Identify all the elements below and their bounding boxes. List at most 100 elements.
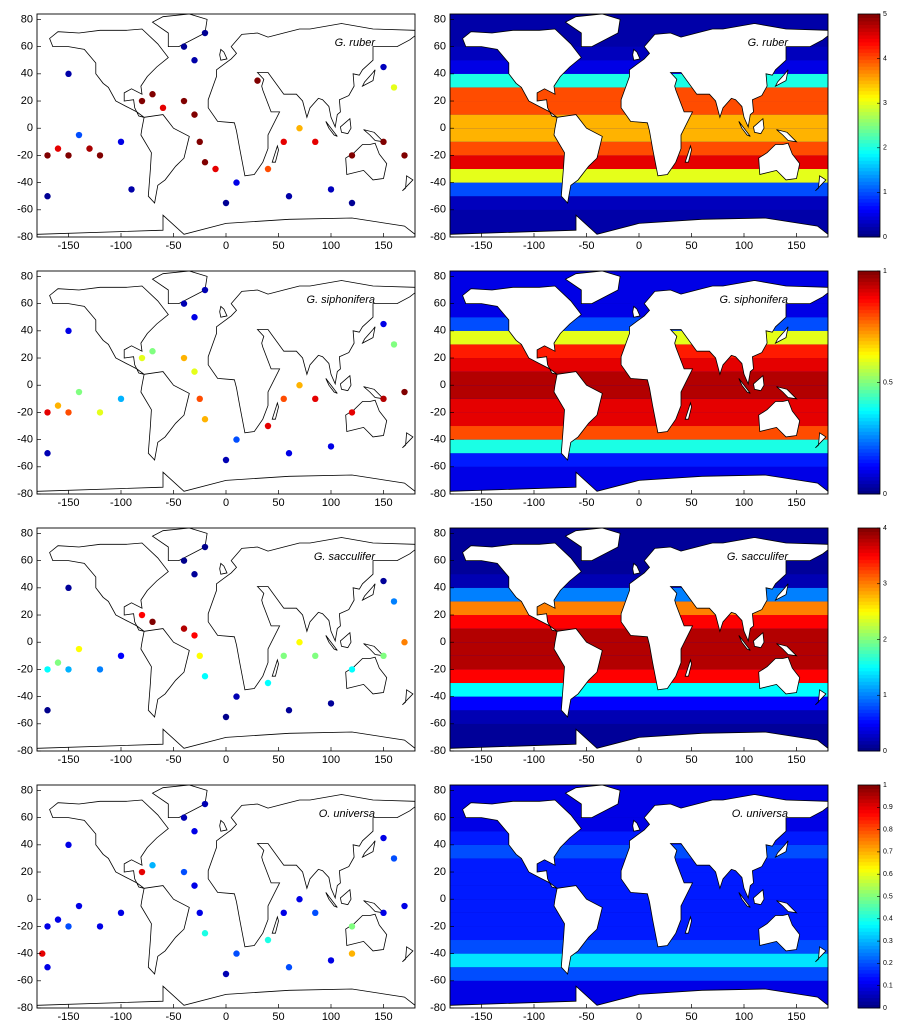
sample-point (191, 882, 198, 889)
y-tick-label: -80 (17, 745, 33, 757)
sample-point (180, 354, 188, 362)
colorbar-step (858, 625, 880, 630)
colorbar-step (858, 562, 880, 567)
colorbar-step (858, 205, 880, 210)
sample-point (117, 652, 125, 660)
x-tick-label: 50 (272, 497, 284, 509)
x-tick-label: -150 (470, 240, 492, 252)
field-band (450, 926, 828, 941)
colorbar-step (858, 702, 880, 707)
colorbar-step (858, 712, 880, 717)
colorbar-step (858, 118, 880, 123)
field-band (450, 967, 828, 981)
x-tick-label: 0 (223, 754, 229, 766)
colorbar-step (858, 569, 880, 574)
colorbar: 0 1 2 3 4 (857, 525, 887, 755)
colorbar-step (858, 323, 880, 328)
colorbar-step (858, 691, 880, 696)
sample-point (149, 618, 156, 626)
colorbar-step (858, 948, 880, 953)
x-tick-label: 100 (735, 497, 753, 509)
colorbar-step (858, 97, 880, 102)
sample-point (312, 909, 319, 917)
colorbar-step (858, 566, 880, 571)
colorbar-step (858, 219, 880, 224)
sample-point (327, 700, 335, 707)
colorbar-step (858, 233, 880, 238)
y-tick-label: -20 (430, 663, 446, 675)
colorbar-step (858, 191, 880, 196)
sample-point (327, 186, 335, 193)
field-band (450, 710, 828, 724)
sample-point (191, 632, 198, 639)
colorbar-step (858, 917, 880, 922)
x-tick-label: 0 (636, 1011, 642, 1023)
sample-point (44, 409, 51, 416)
colorbar-tick-label: 4 (883, 55, 887, 62)
colorbar-step (858, 490, 880, 495)
x-tick-label: -50 (579, 497, 595, 509)
y-tick-label: 40 (21, 582, 33, 594)
sample-point (117, 138, 125, 146)
field-band (450, 385, 828, 399)
colorbar-step (858, 594, 880, 599)
colorbar-step (858, 670, 880, 675)
colorbar-step (858, 62, 880, 67)
sample-point (128, 186, 135, 193)
species-label: G. sacculifer (314, 551, 376, 563)
sample-point (390, 855, 398, 862)
colorbar-tick-label: 4 (883, 525, 887, 532)
colorbar-step (858, 858, 880, 863)
colorbar-step (858, 629, 880, 634)
y-tick-label: 80 (21, 527, 33, 539)
colorbar-step (858, 142, 880, 147)
x-tick-label: 150 (374, 497, 392, 509)
y-tick-label: 60 (21, 41, 33, 53)
y-tick-label: 80 (434, 527, 446, 539)
colorbar-step (858, 740, 880, 745)
colorbar-step (858, 291, 880, 296)
colorbar-step (858, 167, 880, 172)
colorbar-step (858, 889, 880, 894)
colorbar-tick-label: 1 (883, 189, 887, 196)
field-band (450, 439, 828, 454)
sample-point (96, 666, 104, 673)
colorbar-step (858, 924, 880, 929)
colorbar-step (858, 576, 880, 581)
y-tick-label: -80 (430, 745, 446, 757)
colorbar-step (858, 319, 880, 324)
sample-point (380, 320, 387, 328)
x-tick-label: -50 (579, 1011, 595, 1023)
field-band (450, 669, 828, 684)
sample-point (65, 923, 72, 930)
y-tick-label: 60 (21, 555, 33, 567)
colorbar-step (858, 872, 880, 877)
colorbar-tick-label: 0.7 (883, 849, 893, 856)
sample-point (96, 923, 104, 930)
colorbar-step (858, 726, 880, 731)
y-tick-label: -40 (17, 948, 33, 960)
colorbar-step (858, 375, 880, 380)
sample-point (44, 193, 51, 200)
sample-point (264, 422, 272, 430)
colorbar-step (858, 372, 880, 377)
sample-point (44, 152, 51, 159)
y-tick-label: 60 (434, 555, 446, 567)
colorbar-step (858, 938, 880, 943)
colorbar-step (858, 980, 880, 985)
x-tick-label: 150 (787, 1011, 805, 1023)
colorbar-step (858, 632, 880, 637)
y-tick-label: 20 (21, 352, 33, 364)
colorbar-step (858, 649, 880, 654)
y-tick-label: 40 (434, 325, 446, 337)
sample-point (280, 138, 287, 146)
colorbar-step (858, 656, 880, 661)
colorbar-step (858, 896, 880, 901)
colorbar-step (858, 459, 880, 464)
colorbar-step (858, 48, 880, 53)
species-label: G. siphonifera (307, 294, 375, 306)
sample-point (401, 388, 408, 396)
y-tick-label: 80 (21, 270, 33, 282)
y-tick-label: -80 (17, 231, 33, 243)
